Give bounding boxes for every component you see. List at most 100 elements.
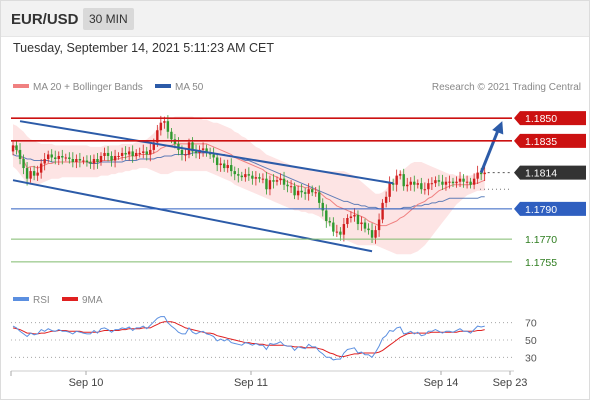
credit-label: Research © 2021 Trading Central — [432, 82, 581, 93]
candle-body — [138, 152, 141, 154]
candle-body — [469, 181, 472, 185]
candle-body — [180, 149, 184, 155]
candle-body — [15, 145, 18, 150]
timeframe-button[interactable]: 30 MIN — [83, 8, 134, 30]
timestamp: Tuesday, September 14, 2021 5:11:23 AM C… — [13, 41, 275, 55]
candle-body — [240, 175, 243, 178]
candle-body — [261, 178, 265, 180]
x-axis: Sep 10 Sep 11 Sep 14 Sep 23 — [10, 370, 527, 389]
candle-body — [230, 165, 233, 172]
rsi-legend-swatch — [13, 297, 29, 301]
price-levels: 1.1850 1.1835 1.1814 1.1790 1.1770 1.1755 — [11, 111, 586, 269]
candle-body — [254, 177, 258, 179]
candle-body — [247, 174, 251, 176]
candle-body — [349, 216, 353, 218]
candle-body — [89, 162, 92, 164]
candle-body — [328, 221, 331, 223]
candle-body — [68, 157, 71, 159]
candle-body — [205, 148, 208, 153]
x-tick-label: Sep 10 — [69, 377, 104, 389]
candle-body — [399, 174, 402, 176]
level-tag — [514, 133, 586, 148]
ma50-legend-label: MA 50 — [175, 82, 204, 93]
level-label: 1.1850 — [525, 113, 557, 125]
candle-body — [360, 222, 363, 225]
candle-body — [423, 189, 427, 191]
candle-body — [395, 175, 398, 185]
candle-body — [135, 152, 138, 156]
candle-body — [223, 163, 226, 169]
level-tag — [514, 111, 586, 126]
candle-body — [434, 180, 437, 184]
candle-body — [142, 151, 145, 153]
candle-body — [462, 178, 465, 182]
rsi-line — [12, 316, 485, 361]
level-label: 1.1814 — [525, 168, 557, 180]
candle-body — [117, 155, 120, 157]
rsi-ma-legend-label: 9MA — [82, 295, 103, 306]
candle-body — [156, 130, 159, 143]
candle-body — [99, 155, 103, 163]
candle-body — [402, 174, 405, 187]
ma20-legend-swatch — [13, 84, 29, 88]
candle-body — [92, 159, 96, 164]
candle-body — [11, 145, 15, 152]
candle-body — [455, 181, 458, 184]
candle-body — [39, 163, 43, 173]
candle-body — [472, 178, 476, 185]
candle-body — [163, 121, 166, 123]
candle-body — [258, 177, 261, 179]
candle-body — [219, 163, 222, 166]
candle-body — [29, 171, 32, 179]
candle-body — [370, 230, 374, 238]
candle-body — [381, 202, 384, 220]
candle-body — [448, 181, 451, 183]
level-label: 1.1835 — [525, 136, 557, 148]
candle-body — [465, 181, 469, 183]
candle-body — [50, 154, 53, 158]
x-tick-label: Sep 14 — [424, 377, 459, 389]
candle-body — [420, 183, 423, 190]
candle-body — [311, 189, 314, 193]
candle-body — [451, 181, 455, 184]
ma20-legend-label: MA 20 + Bollinger Bands — [33, 82, 143, 93]
candle-body — [215, 157, 219, 166]
candle-body — [377, 219, 381, 231]
level-label: 1.1755 — [525, 257, 557, 269]
candle-body — [342, 224, 346, 235]
candle-body — [25, 168, 29, 179]
candle-body — [325, 210, 328, 222]
level-label: 1.1770 — [525, 234, 557, 246]
candle-body — [363, 222, 367, 229]
candle-body — [201, 148, 205, 150]
candle-body — [458, 178, 462, 182]
candle-body — [430, 183, 434, 185]
rsi-plot: 70 50 30 — [11, 316, 537, 364]
ma20-line — [12, 143, 485, 227]
candlestick-plot — [11, 115, 504, 255]
candle-body — [170, 131, 173, 140]
candle-body — [120, 152, 124, 156]
candle-body — [103, 152, 106, 156]
candle-body — [353, 214, 356, 217]
candle-body — [75, 159, 78, 163]
candle-body — [296, 190, 300, 196]
candle-body — [149, 149, 152, 155]
candle-body — [300, 190, 303, 193]
candle-body — [441, 181, 444, 185]
level-tag — [514, 165, 586, 180]
candle-body — [57, 155, 60, 159]
candle-body — [367, 228, 370, 231]
candle-body — [43, 159, 46, 164]
candle-body — [275, 180, 279, 182]
candle-body — [61, 155, 64, 158]
candle-body — [251, 175, 254, 179]
candle-body — [78, 159, 82, 161]
candle-body — [286, 184, 289, 187]
candle-body — [413, 181, 416, 185]
candle-body — [233, 171, 236, 175]
candle-body — [265, 178, 268, 190]
candle-body — [96, 159, 99, 163]
candle-body — [268, 180, 272, 190]
candle-body — [18, 149, 22, 159]
